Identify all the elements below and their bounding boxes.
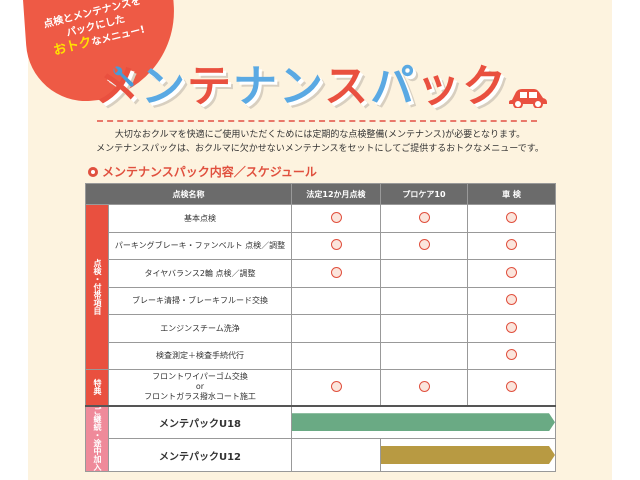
- circle-mark-icon: [506, 239, 517, 251]
- header-procare: プロケア10: [380, 183, 468, 205]
- pack-coverage-cell: [380, 438, 556, 472]
- circle-mark-icon: [506, 294, 517, 306]
- intro-line: 大切なおクルマを快適にご使用いただくためには定期的な点検整備(メンテナンス)が必…: [114, 130, 526, 140]
- mark-cell: [380, 204, 468, 233]
- circle-mark-icon: [506, 211, 517, 223]
- circle-mark-icon: [330, 211, 342, 223]
- header-12month: 法定12か月点検: [291, 183, 381, 205]
- intro-line: メンテナンスパックは、おクルマに欠かせないメンテナンスをセットにしてご提供するお…: [96, 144, 544, 154]
- mark-cell: [467, 204, 556, 233]
- item-name: タイヤバランス2輪 点検／調整: [108, 259, 292, 288]
- item-name: パーキングブレーキ・ファンベルト 点検／調整: [108, 231, 292, 260]
- bonus-or: or: [195, 382, 205, 392]
- title-char: ン: [279, 61, 325, 112]
- mark-cell: [291, 314, 381, 343]
- pack-name: メンテパックU12: [108, 438, 292, 472]
- title-char: ス: [324, 61, 371, 112]
- circle-mark-icon: [506, 380, 517, 392]
- pack-coverage-bar: [292, 413, 555, 431]
- mark-cell: [467, 314, 556, 343]
- divider: [97, 120, 537, 122]
- empty-cell: [291, 438, 381, 472]
- circle-mark-icon: [330, 239, 342, 251]
- title-char: ク: [462, 61, 509, 112]
- table-row: 特典 フロントワイパーゴム交換 or フロントガラス撥水コート施工: [85, 369, 556, 406]
- circle-mark-icon: [330, 266, 342, 278]
- table-row: エンジンスチーム洗浄: [86, 314, 556, 343]
- mark-cell: [380, 341, 468, 370]
- item-name: エンジンスチーム洗浄: [108, 314, 292, 343]
- pack-coverage-bar: [381, 446, 555, 464]
- page-title: メンテナンスパック: [95, 62, 508, 112]
- table-row: ブレーキ清掃・ブレーキフルード交換: [86, 286, 556, 315]
- table-row: パーキングブレーキ・ファンベルト 点検／調整: [86, 231, 556, 260]
- section-bullet-icon: [88, 167, 98, 177]
- title-char: テ: [187, 61, 233, 112]
- mark-cell: [467, 231, 556, 260]
- car-icon: [509, 89, 547, 108]
- schedule-table: 点検名称 法定12か月点検 プロケア10 車 検 点検・付帯項目 基本点検 パーキン…: [85, 183, 556, 472]
- title-char: ン: [141, 61, 187, 112]
- circle-mark-icon: [506, 349, 517, 361]
- group-continue: ご継続・途中加入: [85, 405, 109, 472]
- header-shaken: 車 検: [467, 183, 556, 205]
- mark-cell: [467, 369, 556, 406]
- circle-mark-icon: [418, 239, 430, 251]
- circle-mark-icon: [330, 380, 342, 392]
- mark-cell: [380, 369, 468, 406]
- mark-cell: [291, 369, 381, 406]
- bonus-item: フロントガラス撥水コート施工: [144, 392, 256, 402]
- item-name: 検査測定＋検査手続代行: [108, 341, 292, 370]
- pack-row: ご継続・途中加入 メンテパックU18: [85, 405, 556, 472]
- group-inspection: 点検・付帯項目: [85, 204, 109, 370]
- mark-cell: [291, 286, 381, 315]
- section-title-text: メンテナンスパック内容／スケジュール: [102, 165, 317, 179]
- circle-mark-icon: [418, 211, 430, 223]
- circle-mark-icon: [418, 380, 430, 392]
- mark-cell: [291, 204, 381, 233]
- item-name: 基本点検: [108, 204, 292, 233]
- mark-cell: [291, 259, 381, 288]
- wrench-icon: [113, 66, 134, 87]
- pack-row: メンテパックU12: [86, 438, 556, 472]
- circle-mark-icon: [506, 321, 517, 333]
- group-bonus: 特典: [85, 369, 109, 406]
- mark-cell: [291, 231, 381, 260]
- mark-cell: [291, 341, 381, 370]
- section-title: メンテナンスパック内容／スケジュール: [88, 163, 317, 180]
- pack-coverage-cell: [291, 405, 556, 439]
- mark-cell: [467, 259, 556, 288]
- header-name: 点検名称: [85, 183, 292, 205]
- pack-name: メンテパックU18: [108, 405, 292, 439]
- mark-cell: [467, 341, 556, 370]
- title-char: パ: [370, 61, 417, 112]
- mark-cell: [380, 314, 468, 343]
- item-name: ブレーキ清掃・ブレーキフルード交換: [108, 286, 292, 315]
- mark-cell: [380, 286, 468, 315]
- table-row: 点検・付帯項目 基本点検: [85, 204, 556, 370]
- mark-cell: [380, 259, 468, 288]
- table-row: タイヤバランス2輪 点検／調整: [86, 259, 556, 288]
- title-char: ナ: [233, 61, 279, 112]
- title-char: ッ: [416, 61, 463, 112]
- mark-cell: [380, 231, 468, 260]
- mark-cell: [467, 286, 556, 315]
- table-row: 検査測定＋検査手続代行: [86, 341, 556, 370]
- circle-mark-icon: [506, 266, 517, 278]
- bonus-item: フロントワイパーゴム交換: [152, 372, 248, 382]
